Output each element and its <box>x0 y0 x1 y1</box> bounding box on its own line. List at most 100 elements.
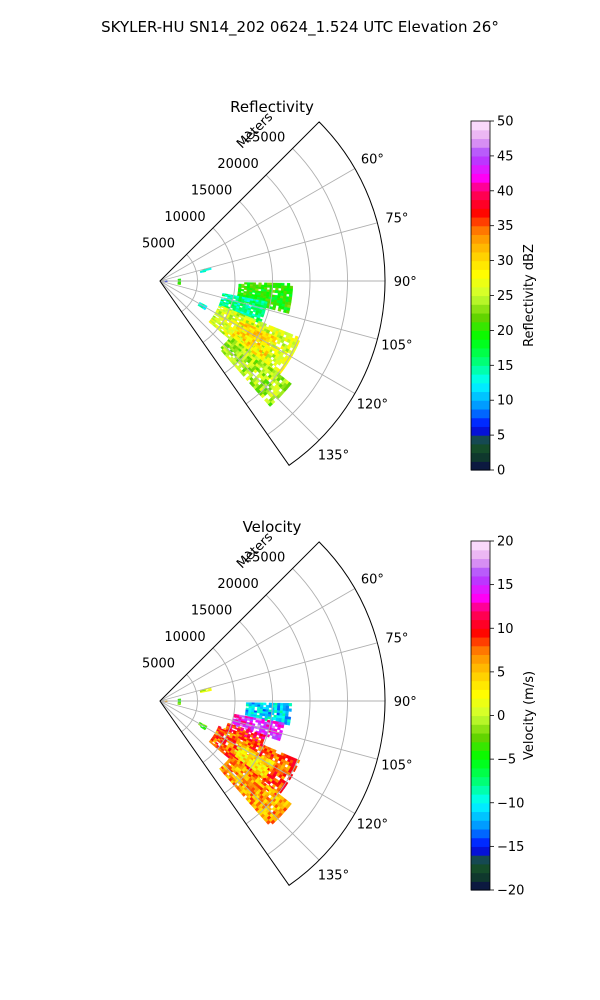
colorbar-segment <box>471 347 490 358</box>
colorbar-segment <box>471 164 490 174</box>
colorbar-segment <box>471 741 490 751</box>
colorbar-tick-label: −15 <box>497 840 524 855</box>
colorbar-segment <box>471 584 490 594</box>
data-cell <box>276 737 281 742</box>
colorbar-segment <box>471 872 490 882</box>
data-cells <box>164 267 301 407</box>
data-cell <box>258 282 262 286</box>
colorbar-segment <box>471 636 490 647</box>
data-cell <box>245 704 250 707</box>
azimuth-tick-label: 60° <box>361 572 384 587</box>
range-tick-label: 20000 <box>217 157 258 172</box>
data-cell <box>258 286 262 290</box>
data-cell <box>241 759 246 764</box>
data-cell <box>268 702 273 706</box>
data-cell <box>262 713 266 717</box>
data-cell <box>274 707 278 711</box>
colorbar-tick-label: 20 <box>497 324 514 339</box>
range-tick-label: 15000 <box>191 603 232 618</box>
colorbar-segment <box>471 567 490 577</box>
azimuth-gridline <box>159 700 356 814</box>
data-cell <box>241 372 246 377</box>
range-tick-label: 5000 <box>142 656 175 671</box>
colorbar-segment <box>471 269 490 279</box>
colorbar-segment <box>471 863 490 874</box>
colorbar-tick-label: 20 <box>497 535 514 550</box>
range-tick-label: 20000 <box>217 577 258 592</box>
colorbar-segment <box>471 129 490 140</box>
data-cell <box>260 702 264 706</box>
data-cell <box>280 724 285 729</box>
azimuth-tick-label: 60° <box>361 152 384 167</box>
data-cell <box>264 282 268 286</box>
data-cell <box>251 704 255 707</box>
colorbar-segment <box>471 706 490 717</box>
colorbar-segment <box>471 121 490 131</box>
data-cell <box>278 788 283 794</box>
colorbar-segment <box>471 794 490 804</box>
range-ring <box>245 594 311 825</box>
colorbar-segment <box>471 750 490 760</box>
colorbar-segment <box>471 321 490 331</box>
azimuth-gridline <box>159 700 320 861</box>
colorbar-segment <box>471 619 490 629</box>
data-cell <box>281 282 285 287</box>
colorbar-segment <box>471 671 490 682</box>
azimuth-tick-label: 135° <box>318 868 349 883</box>
colorbar-segment <box>471 689 490 699</box>
colorbar-tick-label: 45 <box>497 149 514 164</box>
data-cell <box>202 307 206 311</box>
colorbar-segment <box>471 452 490 462</box>
colorbar-segment <box>471 820 490 830</box>
colorbar-segment <box>471 549 490 560</box>
colorbar-label: Velocity (m/s) <box>522 671 537 760</box>
range-tick-label: 25000 <box>244 550 285 565</box>
data-cell <box>268 704 273 708</box>
data-cell <box>273 709 278 714</box>
colorbar-segment <box>471 645 490 656</box>
colorbar-segment <box>471 138 490 148</box>
colorbar-tick-label: −5 <box>497 753 516 768</box>
colorbar-segment <box>471 461 490 471</box>
azimuth-tick-label: 90° <box>394 695 417 710</box>
data-cell <box>205 689 210 692</box>
data-cell <box>244 282 248 285</box>
colorbar-segment <box>471 173 490 183</box>
data-cell <box>274 290 279 294</box>
data-cell <box>278 282 282 286</box>
range-tick-label: 10000 <box>164 210 205 225</box>
data-cell <box>258 284 262 288</box>
panel-title: Velocity <box>243 518 302 536</box>
data-cell <box>285 702 290 707</box>
data-cell <box>208 689 212 692</box>
range-ring <box>224 201 273 374</box>
reflectivity-panel: Reflectivity 5000 10000 15000 20000 25000 60° 7… <box>142 98 537 479</box>
data-cell <box>274 705 278 709</box>
colorbar-tick-label: 30 <box>497 254 514 269</box>
colorbar-segment <box>471 417 490 427</box>
colorbar-segment <box>471 147 490 157</box>
colorbar-segment <box>471 400 490 410</box>
colorbar-segment <box>471 190 490 201</box>
data-cell <box>276 340 281 345</box>
range-ring <box>267 148 348 435</box>
data-cell <box>272 289 276 293</box>
range-ring <box>202 647 236 763</box>
data-cell <box>241 792 246 797</box>
azimuth-gridline <box>159 280 356 394</box>
data-cell <box>285 708 290 712</box>
colorbar-segment <box>471 426 490 436</box>
data-cell <box>283 285 288 289</box>
colorbar-tick-label: 25 <box>497 289 514 304</box>
colorbar-tick-label: 40 <box>497 184 514 199</box>
data-cell <box>208 268 212 271</box>
range-ring <box>181 254 198 313</box>
range-tick-label: 15000 <box>191 183 232 198</box>
colorbar-segment <box>471 443 490 454</box>
colorbar-segment <box>471 155 490 166</box>
data-cell <box>282 705 287 709</box>
colorbar-segment <box>471 698 490 708</box>
data-cell <box>177 279 182 281</box>
data-cell <box>267 282 271 286</box>
